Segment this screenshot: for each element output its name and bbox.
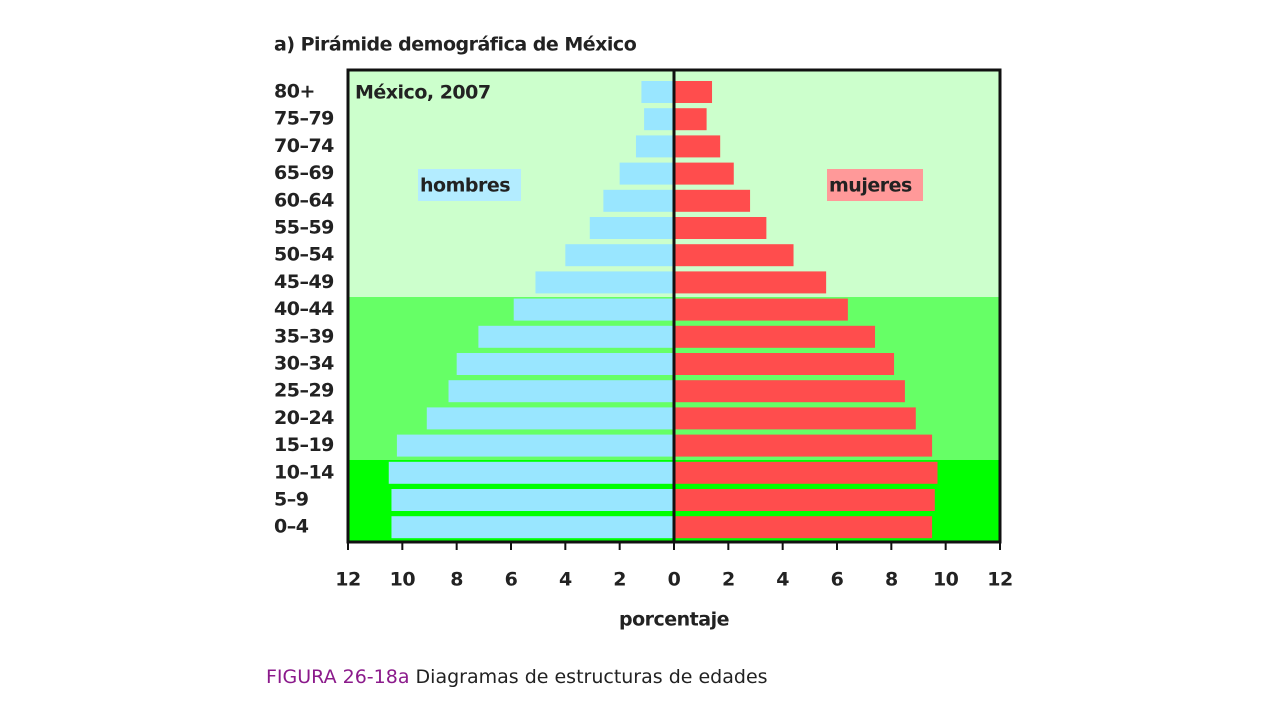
y-tick-label: 50–54 — [274, 244, 334, 266]
x-tick-label: 6 — [831, 569, 844, 591]
bar — [674, 189, 751, 212]
bar — [674, 81, 713, 103]
x-tick-label: 6 — [505, 569, 518, 591]
x-tick-label: 10 — [390, 569, 416, 591]
bar — [674, 434, 933, 457]
bar — [635, 135, 674, 158]
bar — [396, 434, 674, 457]
bar — [388, 461, 674, 484]
x-tick-label: 0 — [668, 569, 681, 591]
plot: 0 2 2 4 4 6 6 8 8 10 10 12 12 80+ 75–79 70–74 65–69 60–64… — [274, 81, 1013, 591]
chart-title: a) Pirámide demográfica de México — [274, 34, 637, 56]
bar — [674, 298, 848, 321]
bar — [641, 81, 674, 103]
bar — [644, 108, 674, 131]
bar — [674, 353, 895, 375]
x-tick-label: 2 — [722, 569, 735, 591]
caption-text: Diagramas de estructuras de edades — [415, 666, 768, 688]
bar — [674, 516, 933, 539]
bar — [589, 217, 674, 239]
bar — [513, 298, 674, 321]
chart: a) Pirámide demográfica de México México… — [274, 34, 1013, 631]
bar — [674, 380, 905, 403]
y-tick-label: 70–74 — [274, 135, 334, 157]
legend-label: mujeres — [829, 175, 912, 197]
annotation: México, 2007 — [355, 82, 491, 104]
x-tick-label: 12 — [987, 569, 1012, 591]
y-tick-label: 15–19 — [274, 434, 334, 456]
bar — [674, 461, 938, 484]
x-tick-label: 12 — [335, 569, 360, 591]
x-tick-label: 10 — [933, 569, 959, 591]
y-tick-label: 20–24 — [274, 407, 334, 429]
y-tick-label: 65–69 — [274, 162, 334, 184]
bar — [674, 162, 734, 185]
y-tick-label: 80+ — [274, 81, 315, 103]
caption: FIGURA 26-18a Diagramas de estructuras d… — [266, 666, 768, 688]
y-tick-label: 5–9 — [274, 489, 308, 511]
bar — [674, 244, 794, 267]
x-tick-label: 4 — [559, 569, 572, 591]
y-tick-label: 40–44 — [274, 298, 334, 320]
y-tick-label: 0–4 — [274, 516, 309, 538]
legend-swatch — [827, 169, 923, 201]
bar — [674, 325, 876, 348]
y-tick-label: 55–59 — [274, 217, 334, 239]
y-tick-label: 45–49 — [274, 271, 334, 293]
bar — [603, 189, 674, 212]
bar — [565, 244, 674, 267]
bar — [674, 407, 916, 430]
y-tick-label: 30–34 — [274, 353, 334, 375]
bar — [456, 353, 674, 375]
bar — [391, 516, 674, 539]
x-tick-label: 2 — [613, 569, 626, 591]
bar — [674, 489, 935, 511]
x-tick-label: 8 — [885, 569, 898, 591]
bar — [619, 162, 674, 185]
bar — [674, 271, 827, 294]
x-axis-label: porcentaje — [619, 609, 729, 631]
caption-figure: FIGURA 26-18a — [266, 666, 410, 688]
y-tick-label: 35–39 — [274, 325, 334, 347]
bar — [535, 271, 674, 294]
y-tick-label: 10–14 — [274, 461, 334, 483]
bar — [391, 489, 674, 511]
y-tick-label: 75–79 — [274, 108, 334, 130]
x-tick-label: 8 — [450, 569, 463, 591]
bar — [674, 108, 707, 131]
y-tick-label: 25–29 — [274, 380, 334, 402]
bar — [674, 217, 767, 239]
legend-swatch — [418, 169, 521, 201]
y-tick-label: 60–64 — [274, 189, 334, 211]
bar — [448, 380, 674, 403]
bar — [674, 135, 721, 158]
x-tick-label: 4 — [776, 569, 789, 591]
bar — [478, 325, 674, 348]
bar — [426, 407, 674, 430]
legend-label: hombres — [420, 175, 510, 197]
